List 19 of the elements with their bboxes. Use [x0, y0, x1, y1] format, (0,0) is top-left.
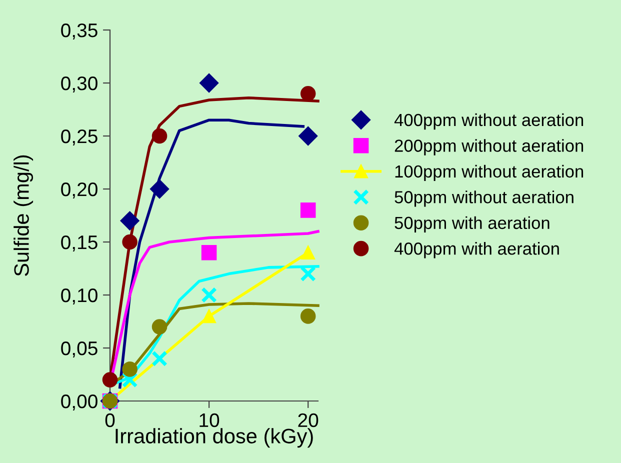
- y-tick-label: 0,30: [61, 76, 98, 93]
- y-tick-label: 0,20: [61, 182, 98, 199]
- y-tick-label: 0,00: [61, 394, 98, 411]
- y-axis-title: Sulfide (mg/l): [14, 155, 34, 276]
- legend-label: 400ppm without aeration: [394, 113, 584, 130]
- x-tick-label: 10: [200, 413, 220, 428]
- legend-label: 50ppm with aeration: [394, 216, 550, 233]
- legend-label: 50ppm without aeration: [394, 190, 574, 207]
- legend-label: 400ppm with aeration: [394, 242, 559, 258]
- x-axis-title: Irradiation dose (kGy): [116, 428, 313, 448]
- y-tick-label: 0,25: [61, 129, 98, 146]
- legend-label: 100ppm without aeration: [395, 164, 584, 182]
- y-tick-label: 0,05: [61, 341, 98, 358]
- y-tick-label: 0,15: [61, 235, 98, 252]
- x-tick-label: 20: [298, 413, 318, 428]
- x-tick-label: 0: [105, 413, 115, 428]
- y-tick-label: 0,10: [61, 288, 98, 305]
- legend-label: 200ppm without aeration: [394, 139, 584, 156]
- y-tick-label: 0,35: [61, 23, 98, 40]
